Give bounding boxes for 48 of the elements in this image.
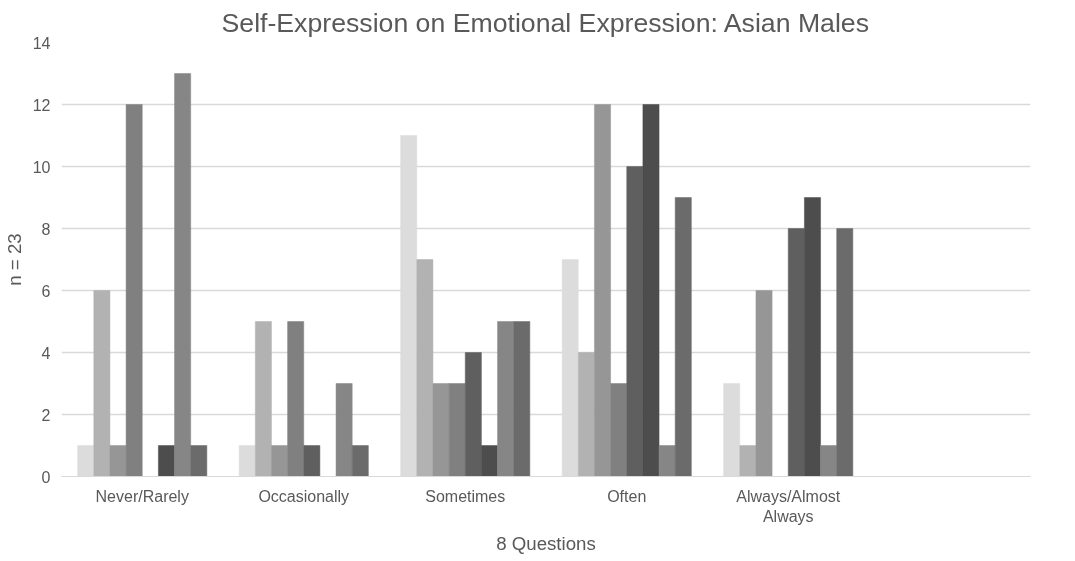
bar [125,104,143,477]
bar [739,445,757,477]
bar [804,197,821,477]
x-tick-label: Often [607,487,647,505]
bar [174,73,191,477]
chart-title: Self-Expression on Emotional Expression: Asian Males [221,7,869,38]
bar [432,383,450,477]
bar [303,445,321,477]
bar [93,290,111,477]
bar [465,352,482,477]
bar [642,104,660,477]
y-tick-label: 0 [41,468,51,486]
bar [578,352,595,477]
bar [674,197,692,477]
bar [658,445,676,477]
bar [497,321,514,477]
bar [158,445,175,477]
x-tick-label: Occasionally [258,487,350,505]
bar [788,228,805,477]
bar [594,104,611,477]
bar [109,445,127,477]
y-tick-label: 12 [32,96,51,114]
bar [271,445,288,477]
y-tick-label: 4 [41,344,51,362]
bar [755,290,773,477]
bar [836,228,854,477]
y-tick-label: 6 [41,282,51,300]
bar [820,445,837,477]
y-tick-label: 10 [32,158,51,176]
bar [190,445,208,477]
y-tick-label: 2 [41,406,51,424]
bar [255,321,272,477]
y-tick-label: 14 [32,34,51,52]
x-axis-title: 8 Questions [496,532,596,554]
y-axis-title: n = 23 [3,233,25,286]
bar [448,383,466,477]
bar [481,445,498,477]
bar [335,383,353,477]
x-tick-label: Never/Rarely [95,487,189,505]
x-tick-label: Sometimes [425,487,506,505]
bar [626,166,644,477]
bar [416,259,434,477]
y-tick-label: 8 [41,220,51,238]
bar [610,383,627,477]
bar [351,445,369,477]
bar [513,321,531,477]
x-tick-label: Always/Almost Always [736,487,841,525]
bar [287,321,304,477]
